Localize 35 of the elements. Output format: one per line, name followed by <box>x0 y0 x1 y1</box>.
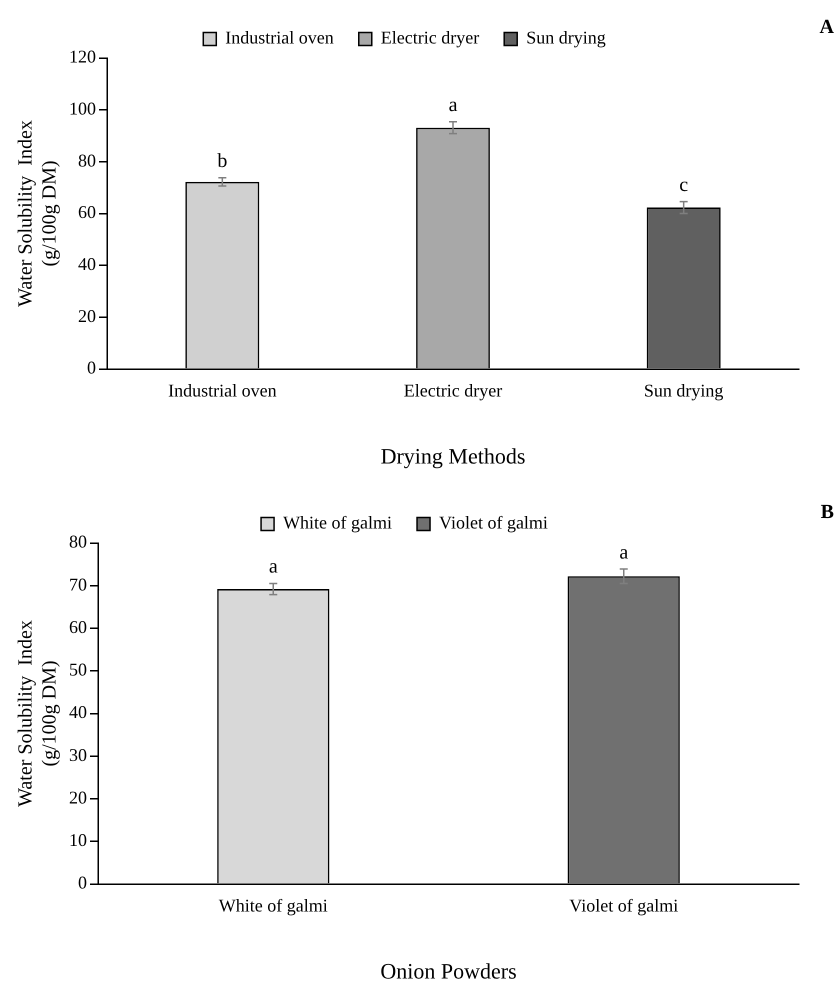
y-tick-label: 80 <box>69 532 87 552</box>
annotation: c <box>679 174 688 196</box>
legend-label: Sun drying <box>526 28 606 48</box>
annotation: a <box>619 541 628 564</box>
annotation: a <box>448 94 458 116</box>
legend-label: Industrial oven <box>225 28 334 48</box>
y-tick-label: 60 <box>78 202 96 222</box>
y-tick-label: 20 <box>78 306 96 326</box>
y-tick-label: 70 <box>69 574 87 594</box>
y-tick-label: 30 <box>69 744 87 765</box>
x-axis-title: Onion Powders <box>380 958 517 984</box>
annotation: a <box>268 556 278 578</box>
y-tick-label: 0 <box>78 872 87 893</box>
y-tick-label: 10 <box>69 830 87 850</box>
y-tick-label: 40 <box>78 254 96 274</box>
x-tick-label: Sun drying <box>644 380 724 401</box>
legend-label: White of galmi <box>283 512 392 533</box>
y-axis-title: Water Solubility Index (g/100g DM) <box>14 620 60 807</box>
y-tick-label: 40 <box>69 702 87 722</box>
y-tick-label: 120 <box>69 46 96 67</box>
y-tick-label: 50 <box>69 660 87 680</box>
x-tick-label: Electric dryer <box>404 380 502 401</box>
y-tick-label: 100 <box>69 98 96 119</box>
y-tick-label: 0 <box>87 358 96 378</box>
y-axis-title: Water Solubility Index (g/100g DM) <box>14 120 60 307</box>
x-axis-title: Drying Methods <box>380 444 526 469</box>
y-tick-label: 20 <box>69 787 87 808</box>
y-tick-label: 80 <box>78 150 96 170</box>
legend-label: Electric dryer <box>380 28 480 48</box>
text: B <box>820 501 834 524</box>
legend-label: Violet of galmi <box>439 512 548 533</box>
text: A <box>820 16 835 38</box>
annotation: b <box>217 150 228 172</box>
y-tick-label: 60 <box>69 616 87 637</box>
x-tick-label: Industrial oven <box>168 380 277 401</box>
